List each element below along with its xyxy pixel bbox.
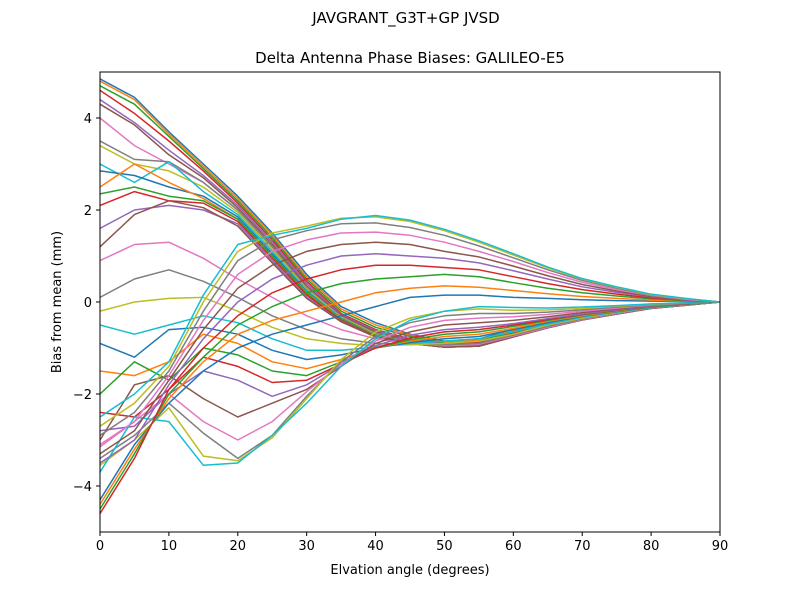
series-line-s31: [100, 294, 720, 501]
y-tick-label: 2: [84, 204, 92, 219]
x-tick-label: 50: [436, 539, 453, 554]
x-tick-label: 60: [505, 539, 522, 554]
x-tick-label: 80: [643, 539, 660, 554]
y-axis-ticks: −4 −2 0 2 4: [73, 112, 100, 495]
x-tick-label: 90: [712, 539, 729, 554]
series-line-s30: [100, 301, 720, 473]
series-line-s27: [100, 301, 720, 448]
y-tick-label: 4: [84, 112, 92, 127]
x-tick-label: 10: [161, 539, 178, 554]
series-line-s38: [100, 222, 720, 437]
series-line-s32: [100, 285, 720, 505]
x-axis-ticks: 0 10 20 30 40 50 60 70 80 90: [96, 532, 728, 554]
chart-title: Delta Antenna Phase Biases: GALILEO-E5: [255, 49, 565, 67]
x-axis-label: Elvation angle (degrees): [330, 563, 489, 578]
y-axis-label: Bias from mean (mm): [50, 231, 65, 373]
x-tick-label: 70: [574, 539, 591, 554]
x-tick-label: 20: [230, 539, 247, 554]
y-tick-label: −4: [73, 480, 92, 495]
series-line-s40: [100, 214, 720, 418]
figure-suptitle: JAVGRANT_G3T+GP JVSD: [311, 9, 499, 28]
y-tick-label: 0: [84, 296, 92, 311]
x-tick-label: 30: [298, 539, 315, 554]
series-line-s35: [100, 252, 720, 464]
series-line-s36: [100, 241, 720, 455]
series-line-s37: [100, 231, 720, 446]
series-line-s34: [100, 264, 720, 514]
series-line-s33: [100, 273, 720, 510]
y-tick-label: −2: [73, 388, 92, 403]
x-tick-label: 40: [367, 539, 384, 554]
x-tick-label: 0: [96, 539, 104, 554]
series-line-s26: [100, 301, 720, 441]
series-layer: [100, 78, 720, 514]
series-line-s28: [100, 301, 720, 460]
